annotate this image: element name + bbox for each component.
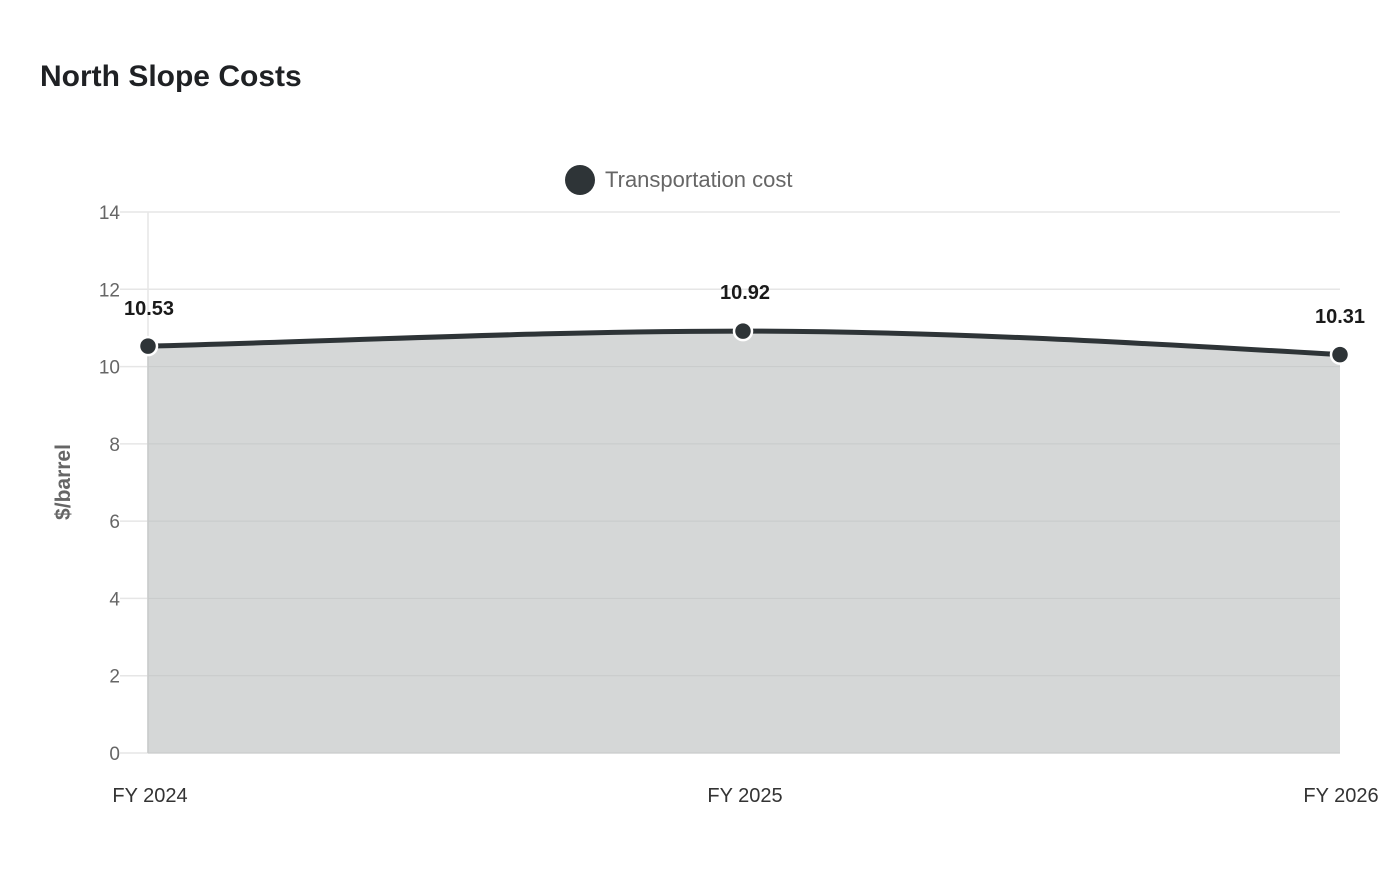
data-label-fy2025: 10.92 [720, 282, 770, 304]
y-tick: 2 [109, 667, 120, 688]
area-fill [148, 331, 1340, 753]
x-tick: FY 2024 [112, 785, 187, 807]
y-tick: 8 [109, 435, 120, 456]
chart-title: North Slope Costs [40, 60, 302, 93]
x-tick: FY 2025 [707, 785, 782, 807]
x-tick: FY 2026 [1303, 785, 1378, 807]
legend-marker-icon [565, 165, 595, 195]
data-label-fy2026: 10.31 [1315, 306, 1365, 328]
data-point-fy2026[interactable] [1329, 344, 1351, 365]
legend-label: Transportation cost [605, 167, 793, 192]
y-tick: 6 [109, 512, 120, 533]
data-label-fy2024: 10.53 [124, 298, 174, 320]
x-axis: FY 2024 FY 2025 FY 2026 [112, 785, 1378, 807]
y-tick: 14 [99, 203, 121, 224]
y-tick: 0 [109, 744, 120, 765]
data-point-fy2024[interactable] [137, 335, 159, 357]
y-axis-label: $/barrel [52, 444, 75, 520]
legend-item-transportation-cost[interactable]: Transportation cost [565, 164, 793, 196]
y-tick: 10 [99, 358, 120, 379]
data-point-fy2025[interactable] [732, 320, 754, 342]
y-axis: 0 2 4 6 8 10 12 14 [99, 203, 121, 765]
y-tick: 4 [109, 589, 120, 610]
y-tick: 12 [99, 280, 120, 301]
